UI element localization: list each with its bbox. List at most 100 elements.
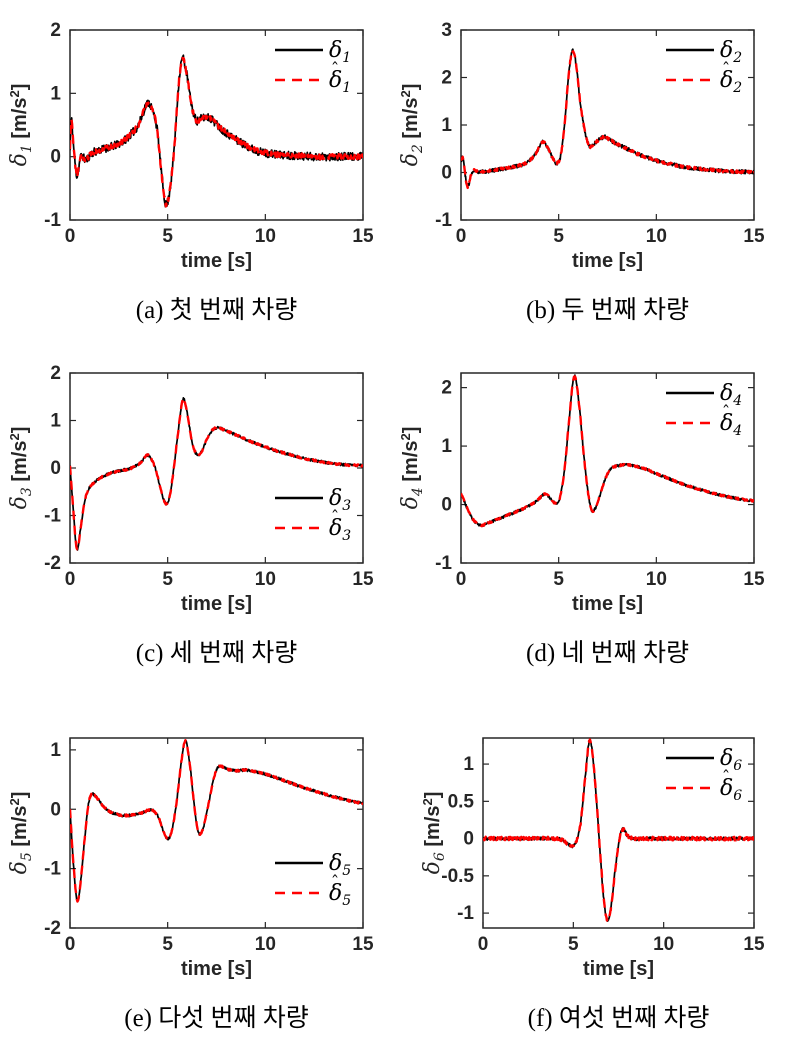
- subplot-f-caption: (f) 여섯 번째 차량: [527, 1005, 710, 1032]
- subplot-d-caption: (d) 네 번째 차량: [526, 640, 689, 667]
- legend-estimate-label: δ1: [329, 68, 351, 96]
- y-tick-label: 1: [441, 115, 452, 136]
- y-tick-label: 2: [441, 378, 452, 399]
- legend-measured-label: δ6: [720, 746, 742, 774]
- measured-line: [461, 374, 754, 528]
- x-axis-label: time [s]: [181, 958, 252, 980]
- y-tick-label: 1: [441, 436, 452, 457]
- hat-accent: ˆ: [722, 403, 731, 423]
- x-tick-label: 0: [65, 934, 76, 955]
- subplot-d: 0 5 10 15 -1 0 1 2 time [s] δ4 [m/s2] δ4 δ4 ˆ (d) 네 …: [399, 361, 767, 669]
- x-tick-label: 5: [553, 569, 564, 590]
- x-axis-label: time [s]: [583, 958, 654, 980]
- estimate-line: [461, 375, 754, 528]
- legend-measured-label: δ1: [329, 38, 351, 66]
- y-tick-label: 1: [50, 411, 61, 432]
- x-tick-label: 5: [553, 226, 564, 247]
- x-axis-label: time [s]: [572, 250, 643, 272]
- x-axis-label: time [s]: [181, 593, 252, 615]
- y-tick-label: 1: [50, 740, 61, 761]
- x-tick-label: 10: [646, 569, 667, 590]
- y-tick-label: 0: [50, 799, 61, 820]
- y-tick-label: -1: [435, 553, 452, 574]
- y-tick-label: 0: [50, 458, 61, 479]
- x-tick-label: 10: [255, 226, 276, 247]
- y-axis-label: δ2 [m/s2]: [399, 84, 426, 167]
- y-tick-label: 0.5: [448, 791, 475, 812]
- y-tick-label: -2: [44, 918, 61, 939]
- legend-measured-label: δ3: [329, 486, 351, 514]
- x-tick-label: 15: [743, 934, 765, 955]
- estimate-line: [461, 49, 754, 190]
- subplot-a: 0 5 10 15 -1 0 1 2 time [s] δ1 [m/s2] δ1 δ1 ˆ (a) 첫 …: [8, 18, 376, 326]
- subplot-b: 0 5 10 15 -1 0 1 2 3 time [s] δ2 [m/s2] δ2 δ2 ˆ (b) 두…: [399, 18, 767, 326]
- x-tick-label: 0: [65, 569, 76, 590]
- measured-line: [461, 48, 754, 188]
- axes-e: 0 5 10 15 -2 -1 0 1 time [s] δ5 [m/s2]: [8, 737, 374, 980]
- y-axis-label: δ5 [m/s2]: [8, 792, 35, 875]
- y-tick-label: 3: [441, 20, 452, 41]
- x-tick-label: 5: [162, 934, 173, 955]
- x-tick-label: 5: [568, 934, 579, 955]
- y-axis-label: δ4 [m/s2]: [399, 427, 426, 510]
- legend-measured-label: δ2: [720, 38, 742, 66]
- legend-estimate-label: δ3: [329, 516, 351, 544]
- subplot-c-caption: (c) 세 번째 차량: [135, 640, 298, 667]
- x-axis-label: time [s]: [572, 593, 643, 615]
- y-tick-label: -1: [44, 506, 61, 527]
- series-b: [461, 48, 754, 190]
- hat-accent: ˆ: [331, 508, 340, 528]
- x-tick-label: 5: [162, 226, 173, 247]
- x-tick-label: 10: [646, 226, 667, 247]
- estimate-line: [70, 397, 363, 551]
- x-tick-label: 10: [255, 569, 276, 590]
- x-tick-label: 15: [352, 934, 374, 955]
- x-tick-label: 10: [255, 934, 276, 955]
- hat-accent: ˆ: [331, 873, 340, 893]
- subplot-e-caption: (e) 다섯 번째 차량: [124, 1005, 309, 1032]
- y-tick-label: 0: [50, 147, 61, 168]
- legend-measured-label: δ4: [720, 381, 742, 409]
- x-axis-label: time [s]: [181, 250, 252, 272]
- y-tick-label: -1: [457, 903, 474, 924]
- series-f: [483, 738, 754, 922]
- hat-accent: ˆ: [722, 768, 731, 788]
- x-tick-label: 15: [743, 569, 765, 590]
- legend-measured-label: δ5: [329, 851, 351, 879]
- y-tick-label: 0: [441, 163, 452, 184]
- measured-line: [70, 739, 363, 902]
- y-tick-label: 2: [441, 68, 452, 89]
- series-e: [70, 739, 363, 903]
- measured-line: [70, 396, 363, 551]
- x-tick-label: 5: [162, 569, 173, 590]
- hat-accent: ˆ: [331, 60, 340, 80]
- x-tick-label: 15: [743, 226, 765, 247]
- x-tick-label: 0: [478, 934, 489, 955]
- estimate-line: [483, 738, 754, 922]
- series-d: [461, 374, 754, 528]
- y-tick-label: -1: [435, 210, 452, 231]
- legend-estimate-label: δ6: [720, 776, 742, 804]
- y-axis-label: δ1 [m/s2]: [8, 84, 35, 167]
- y-tick-label: 1: [50, 83, 61, 104]
- subplot-e: 0 5 10 15 -2 -1 0 1 time [s] δ5 [m/s2] δ5 δ5 ˆ (e) 다…: [8, 726, 376, 1034]
- y-tick-label: -0.5: [441, 866, 474, 887]
- y-tick-label: -2: [44, 553, 61, 574]
- estimate-line: [70, 56, 363, 208]
- y-tick-label: 1: [463, 754, 474, 775]
- x-tick-label: 15: [352, 569, 374, 590]
